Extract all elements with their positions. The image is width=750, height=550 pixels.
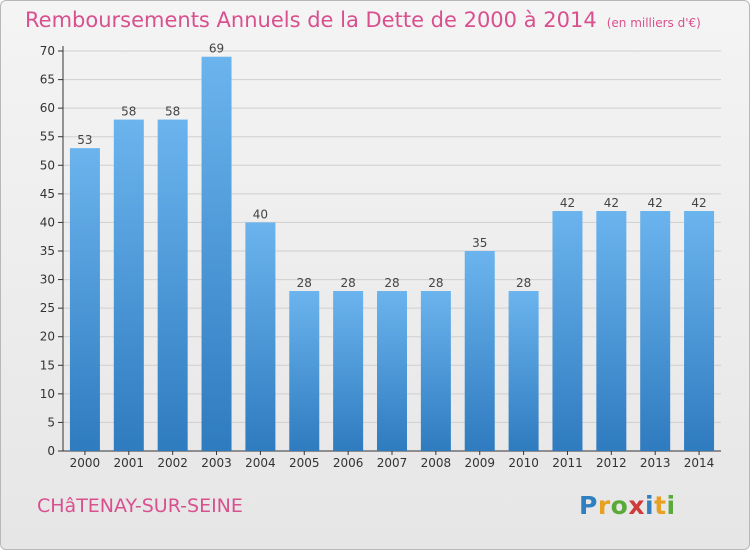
x-tick-label: 2002 <box>157 456 188 470</box>
bar-2004 <box>245 222 276 451</box>
bar-2010 <box>508 291 539 451</box>
x-tick-label: 2014 <box>684 456 715 470</box>
y-tick-label: 5 <box>47 415 55 429</box>
y-tick-label: 40 <box>40 215 55 229</box>
data-label-2005: 28 <box>297 276 312 290</box>
y-tick-label: 65 <box>40 73 55 87</box>
chart-unit: (en milliers d'€) <box>606 16 701 30</box>
x-tick-label: 2000 <box>70 456 101 470</box>
data-label-2007: 28 <box>384 276 399 290</box>
data-labels: 53 58 58 69 40 28 28 28 28 35 28 42 42 42 42 <box>77 42 706 290</box>
y-tick-label: 0 <box>47 444 55 458</box>
x-tick-label: 2007 <box>377 456 408 470</box>
proxiti-logo: Proxiti <box>579 491 676 520</box>
logo-letter: t <box>654 491 667 520</box>
logo-letter: o <box>610 491 629 520</box>
data-label-2000: 53 <box>77 133 92 147</box>
y-tick-label: 45 <box>40 187 55 201</box>
data-label-2014: 42 <box>691 196 706 210</box>
data-label-2012: 42 <box>604 196 619 210</box>
commune-name: CHâTENAY-SUR-SEINE <box>37 495 243 517</box>
data-label-2010: 28 <box>516 276 531 290</box>
x-tick-label: 2008 <box>421 456 452 470</box>
data-label-2001: 58 <box>121 105 136 119</box>
logo-letter: i <box>645 491 655 520</box>
x-tick-label: 2012 <box>596 456 627 470</box>
x-tick-label: 2009 <box>464 456 495 470</box>
y-tick-label: 70 <box>40 44 55 58</box>
bar-2002 <box>157 119 188 452</box>
bar-2005 <box>289 291 320 451</box>
axes: 0 5 10 15 20 25 30 35 40 45 50 55 60 65 70 2000 2001 2002… <box>40 44 721 470</box>
y-tick-label: 10 <box>40 387 55 401</box>
chart-title-block: Remboursements Annuels de la Dette de 20… <box>25 8 701 32</box>
y-tick-label: 60 <box>40 101 55 115</box>
x-tick-label: 2003 <box>201 456 232 470</box>
bar-2009 <box>464 251 495 451</box>
y-tick-label: 20 <box>40 330 55 344</box>
y-tick-label: 15 <box>40 358 55 372</box>
data-label-2003: 69 <box>209 42 224 56</box>
bar-2013 <box>640 211 671 451</box>
data-label-2013: 42 <box>648 196 663 210</box>
bar-2001 <box>113 119 144 452</box>
logo-letter: r <box>597 491 611 520</box>
data-label-2008: 28 <box>428 276 443 290</box>
x-tick-label: 2011 <box>552 456 583 470</box>
x-tick-label: 2005 <box>289 456 320 470</box>
x-tick-label: 2001 <box>114 456 145 470</box>
logo-letter: x <box>628 491 645 520</box>
data-label-2004: 40 <box>253 207 268 221</box>
bar-2006 <box>333 291 364 451</box>
y-tick-label: 50 <box>40 158 55 172</box>
chart-title: Remboursements Annuels de la Dette de 20… <box>25 8 597 32</box>
bar-2008 <box>420 291 451 451</box>
data-label-2011: 42 <box>560 196 575 210</box>
logo-letter: P <box>579 491 598 520</box>
y-tick-label: 30 <box>40 273 55 287</box>
bars <box>69 56 715 452</box>
x-tick-label: 2004 <box>245 456 276 470</box>
y-tick-label: 35 <box>40 244 55 258</box>
bar-2000 <box>69 148 100 451</box>
x-tick-label: 2006 <box>333 456 364 470</box>
bar-2003 <box>201 56 232 451</box>
bar-2014 <box>684 211 715 451</box>
y-tick-label: 55 <box>40 130 55 144</box>
y-tick-label: 25 <box>40 301 55 315</box>
x-tick-label: 2010 <box>508 456 539 470</box>
data-label-2002: 58 <box>165 105 180 119</box>
data-label-2006: 28 <box>340 276 355 290</box>
x-tick-label: 2013 <box>640 456 671 470</box>
logo-letter: i <box>666 491 676 520</box>
bar-2011 <box>552 211 583 451</box>
bar-2007 <box>377 291 407 451</box>
bar-2012 <box>596 211 627 451</box>
data-label-2009: 35 <box>472 236 487 250</box>
